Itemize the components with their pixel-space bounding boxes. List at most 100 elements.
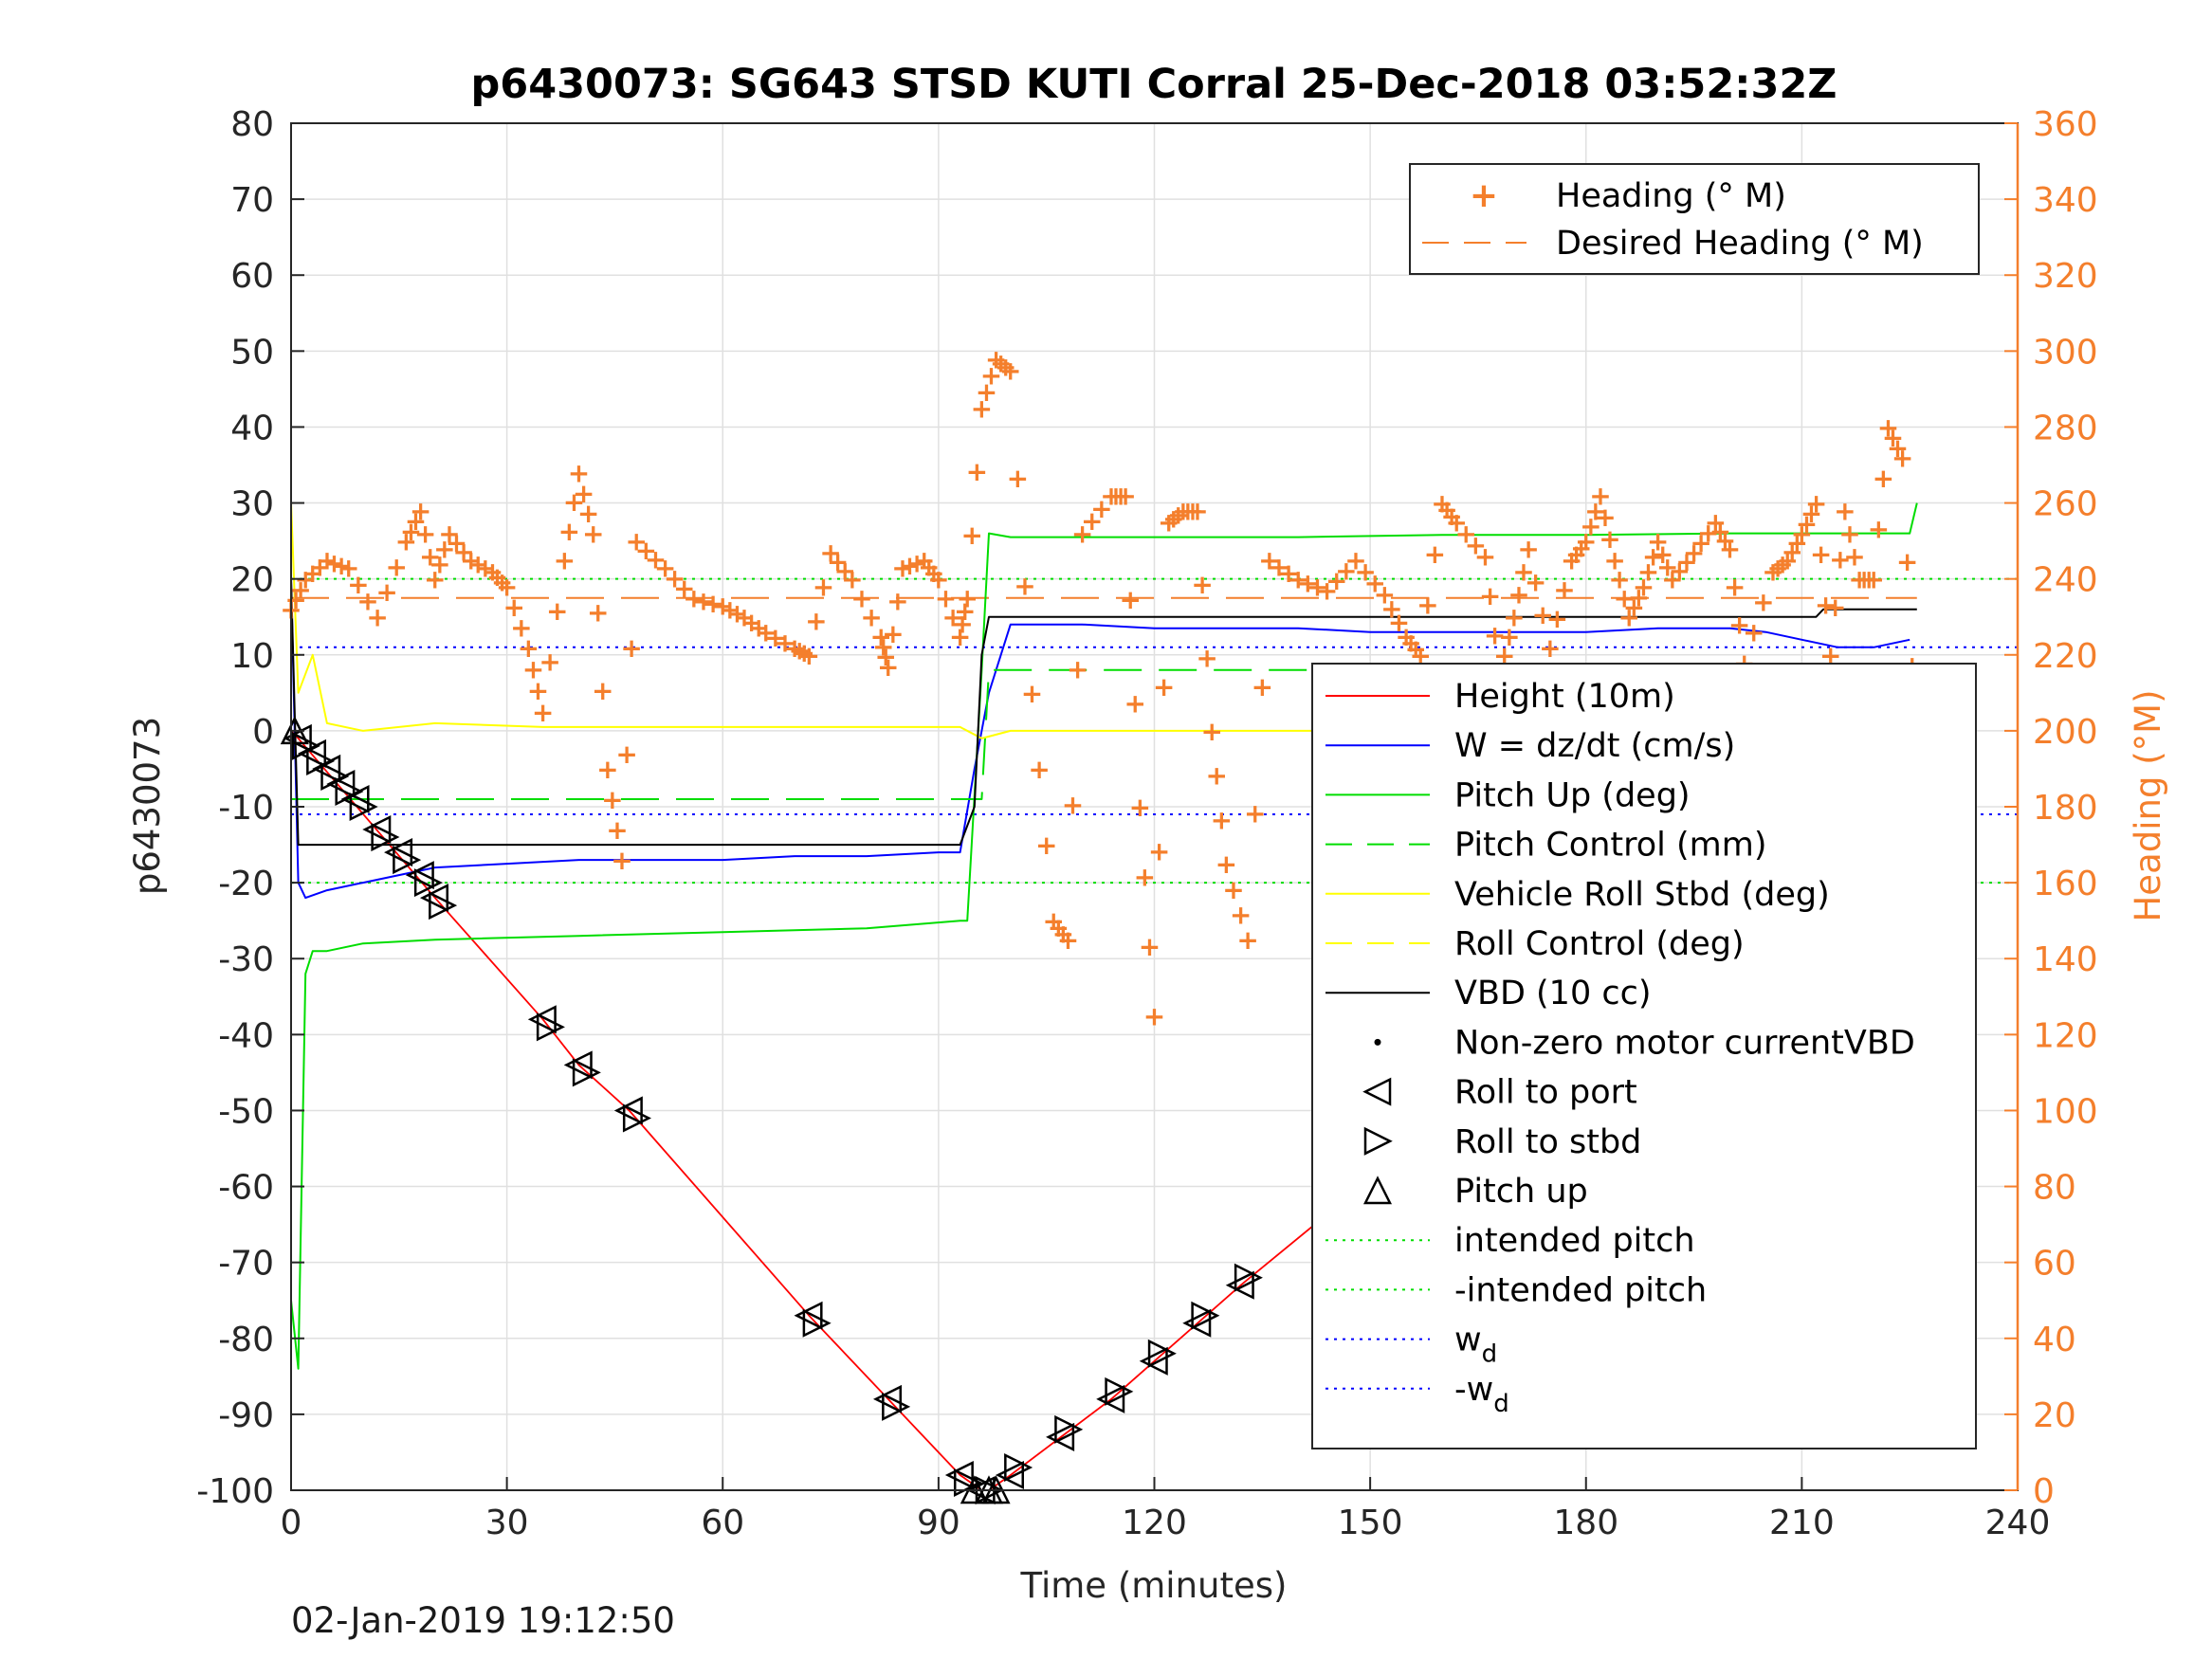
heading-point: + bbox=[995, 351, 1016, 382]
heading-point: + bbox=[1517, 534, 1539, 565]
heading-point: + bbox=[891, 553, 913, 584]
heading-point: + bbox=[1114, 481, 1136, 512]
heading-point: + bbox=[805, 606, 827, 637]
y-tick-label: -60 bbox=[218, 1169, 274, 1208]
y-tick-label: 70 bbox=[230, 181, 274, 220]
y-tick-label: -30 bbox=[218, 940, 274, 979]
heading-point: + bbox=[316, 545, 338, 576]
heading-point: + bbox=[1829, 543, 1851, 574]
heading-point: + bbox=[587, 596, 609, 628]
heading-point: + bbox=[747, 611, 769, 643]
heading-point: + bbox=[554, 545, 576, 576]
legend-entry: Pitch Control (mm) bbox=[1325, 827, 1766, 865]
legend-label-subscript: d bbox=[1493, 1390, 1509, 1418]
legend-entry: Roll to stbd bbox=[1363, 1123, 1641, 1161]
heading-point: + bbox=[683, 583, 704, 614]
roll-to-port-marker bbox=[527, 1005, 557, 1034]
heading-point: + bbox=[1896, 546, 1918, 577]
y-tick-label: 50 bbox=[230, 333, 274, 372]
roll-to-port-marker bbox=[1046, 1422, 1075, 1451]
heading-point: + bbox=[289, 574, 311, 605]
heading-point: + bbox=[1613, 583, 1635, 614]
legend-label: intended pitch bbox=[1454, 1222, 1695, 1260]
heading-point: + bbox=[1628, 581, 1650, 612]
legend-main-rows: Height (10m) W = dz/dt (cm/s) Pitch Up (de… bbox=[1325, 678, 1915, 1418]
y-axis-label: p6430073 bbox=[127, 717, 168, 895]
heading-point: + bbox=[1857, 564, 1879, 595]
heading-point: + bbox=[1021, 678, 1043, 709]
roll-to-stbd-marker bbox=[349, 792, 378, 822]
legend-label: Vehicle Roll Stbd (deg) bbox=[1454, 876, 1830, 914]
heading-point: + bbox=[522, 653, 544, 684]
x-tick-label: 180 bbox=[1553, 1504, 1618, 1542]
y-tick-label: -80 bbox=[218, 1321, 274, 1359]
heading-point: + bbox=[1656, 551, 1678, 582]
heading-point: + bbox=[338, 553, 359, 584]
roll-to-stbd-marker bbox=[429, 891, 458, 921]
roll-to-port-marker bbox=[794, 1301, 823, 1330]
heading-point: + bbox=[1048, 912, 1069, 943]
heading-point: + bbox=[1325, 565, 1347, 596]
heading-point: + bbox=[1525, 566, 1546, 597]
heading-point: + bbox=[1791, 519, 1813, 550]
heading-point: + bbox=[419, 541, 441, 573]
heading-point: + bbox=[467, 549, 489, 580]
y-right-tick-label: 120 bbox=[2033, 1016, 2098, 1055]
heading-point: + bbox=[813, 572, 834, 603]
legend-triangle-marker bbox=[1362, 1077, 1392, 1106]
heading-point: + bbox=[1675, 546, 1697, 577]
heading-point: + bbox=[913, 545, 935, 576]
heading-point: + bbox=[1035, 830, 1057, 861]
heading-point: + bbox=[1181, 496, 1203, 527]
heading-point: + bbox=[1565, 538, 1587, 570]
heading-point: + bbox=[1877, 411, 1899, 443]
heading-point: + bbox=[1608, 564, 1630, 595]
roll-to-port-marker bbox=[419, 884, 448, 913]
heading-point: + bbox=[882, 618, 904, 649]
heading-point: + bbox=[1508, 579, 1529, 611]
roll-to-port-marker bbox=[613, 1096, 643, 1125]
heading-point: + bbox=[1853, 564, 1874, 595]
roll-to-stbd-marker bbox=[371, 823, 400, 852]
heading-point: + bbox=[1728, 610, 1750, 641]
legend-label: Pitch up bbox=[1454, 1173, 1588, 1211]
heading-point: + bbox=[1652, 538, 1673, 570]
roll-to-port-marker bbox=[1096, 1384, 1125, 1413]
heading-point: + bbox=[1873, 463, 1894, 494]
legend-entry: Pitch Up (deg) bbox=[1325, 776, 1691, 814]
y-tick-label: 80 bbox=[230, 105, 274, 144]
heading-point: + bbox=[1043, 905, 1065, 937]
heading-point: + bbox=[1705, 507, 1727, 538]
heading-point: + bbox=[1258, 545, 1280, 576]
legend-entry: Pitch up bbox=[1362, 1173, 1588, 1211]
heading-point: + bbox=[1824, 592, 1846, 623]
heading-point: + bbox=[1465, 530, 1487, 561]
y-tick-label: 30 bbox=[230, 485, 274, 524]
heading-point: + bbox=[673, 573, 695, 604]
heading-point: + bbox=[1647, 526, 1669, 557]
y-tick-label: 20 bbox=[230, 561, 274, 600]
heading-point: + bbox=[794, 637, 815, 668]
heading-point: + bbox=[654, 553, 676, 584]
heading-point: + bbox=[726, 598, 748, 629]
roll-to-port-marker bbox=[1182, 1308, 1212, 1338]
heading-point: + bbox=[1211, 804, 1233, 835]
heading-point: + bbox=[1297, 568, 1319, 599]
legend-entry: VBD (10 cc) bbox=[1325, 975, 1652, 1012]
heading-point: + bbox=[405, 505, 427, 537]
x-tick-label: 30 bbox=[485, 1504, 529, 1542]
legend-entry: W = dz/dt (cm/s) bbox=[1325, 727, 1735, 765]
heading-point: + bbox=[1344, 545, 1366, 576]
heading-point: + bbox=[918, 551, 940, 582]
legend-label: Roll to port bbox=[1454, 1074, 1637, 1112]
y-tick-label: -70 bbox=[218, 1245, 274, 1284]
heading-point: + bbox=[1186, 496, 1208, 527]
roll-to-stbd-marker bbox=[413, 868, 443, 898]
heading-point: + bbox=[452, 536, 474, 567]
heading-point: + bbox=[601, 784, 623, 815]
heading-point: + bbox=[1584, 496, 1606, 527]
legend-label: -intended pitch bbox=[1454, 1271, 1707, 1309]
roll-to-stbd-marker bbox=[1105, 1376, 1134, 1406]
heading-point: + bbox=[1709, 516, 1731, 547]
